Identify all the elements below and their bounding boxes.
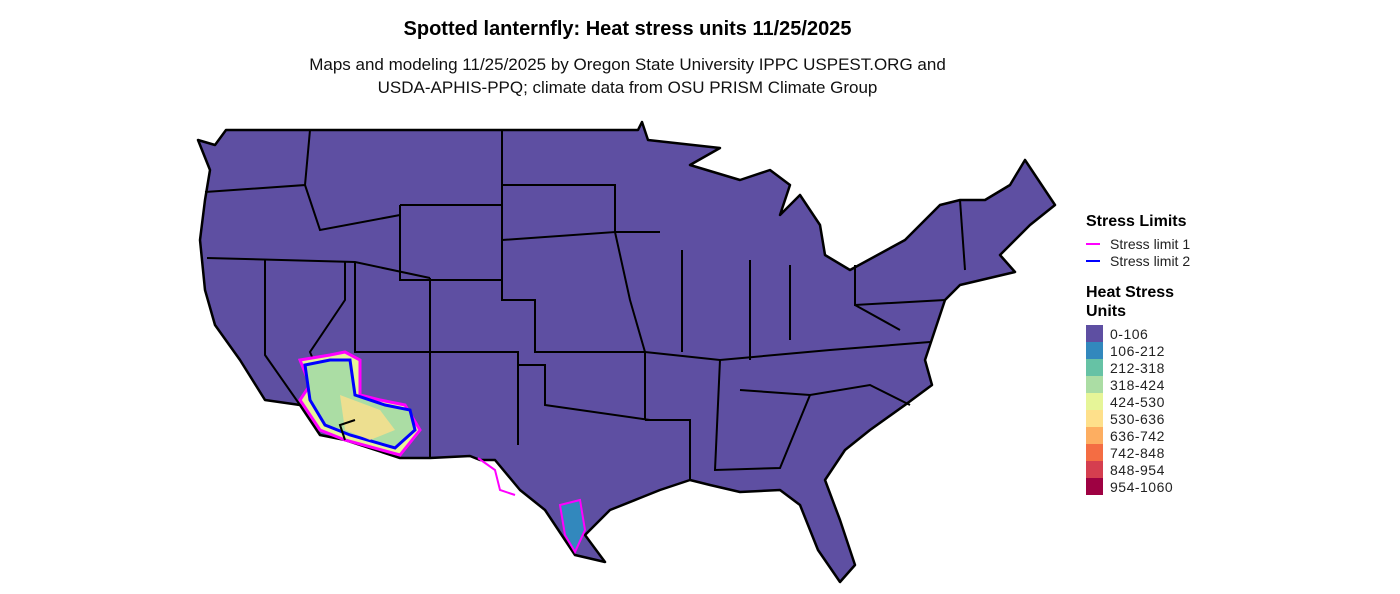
stress-limits-legend-title: Stress Limits [1086, 213, 1187, 230]
legend-heat-label: 530-636 [1110, 410, 1165, 427]
legend-color-swatch [1086, 410, 1103, 427]
heat-units-legend-title-2: Units [1086, 303, 1126, 320]
legend-color-swatch [1086, 478, 1103, 495]
heat-stress-area [297, 350, 587, 555]
legend-heat-label: 636-742 [1110, 427, 1165, 444]
legend-heat-label: 0-106 [1110, 325, 1149, 342]
legend-heat-label: 212-318 [1110, 359, 1165, 376]
heat-units-legend-title-1: Heat Stress [1086, 284, 1175, 301]
legend-heat-item: 0-106 [1086, 325, 1173, 342]
legend-stress-limit-2: Stress limit 2 [1086, 253, 1190, 269]
state-borders [204, 129, 966, 480]
legend-color-swatch [1086, 461, 1103, 478]
legend-heat-label: 954-1060 [1110, 478, 1174, 495]
stress-limit-2-swatch [1086, 260, 1100, 262]
legend-stress-limit-1: Stress limit 1 [1086, 236, 1190, 252]
legend-color-swatch [1086, 376, 1103, 393]
legend-color-swatch [1086, 427, 1103, 444]
stress-limit-1-label: Stress limit 1 [1110, 236, 1191, 252]
stress-limit-1-swatch [1086, 243, 1100, 245]
legend-heat-item: 106-212 [1086, 342, 1173, 359]
heat-units-legend: 0-106 106-212 212-318 318-424 424-530 530-636… [1086, 325, 1173, 495]
legend-heat-label: 742-848 [1110, 444, 1165, 461]
legend-color-swatch [1086, 444, 1103, 461]
legend-heat-label: 106-212 [1110, 342, 1165, 359]
legend-heat-item: 212-318 [1086, 359, 1173, 376]
subtitle-line-1: Maps and modeling 11/25/2025 by Oregon S… [309, 55, 946, 74]
legend-color-swatch [1086, 325, 1103, 342]
legend-heat-item: 530-636 [1086, 410, 1173, 427]
map-title: Spotted lanternfly: Heat stress units 11… [403, 18, 852, 40]
legend-heat-label: 318-424 [1110, 376, 1165, 393]
legend-heat-item: 742-848 [1086, 444, 1173, 461]
legend-color-swatch [1086, 393, 1103, 410]
legend-heat-item: 636-742 [1086, 427, 1173, 444]
subtitle-line-2: USDA-APHIS-PPQ; climate data from OSU PR… [377, 78, 878, 97]
legend-heat-item: 318-424 [1086, 376, 1173, 393]
legend-heat-label: 424-530 [1110, 393, 1165, 410]
legend-heat-item: 424-530 [1086, 393, 1173, 410]
legend-heat-label: 848-954 [1110, 461, 1165, 478]
legend-heat-item: 954-1060 [1086, 478, 1173, 495]
legend-color-swatch [1086, 342, 1103, 359]
legend-color-swatch [1086, 359, 1103, 376]
stress-limit-2-label: Stress limit 2 [1110, 253, 1191, 269]
legend-heat-item: 848-954 [1086, 461, 1173, 478]
